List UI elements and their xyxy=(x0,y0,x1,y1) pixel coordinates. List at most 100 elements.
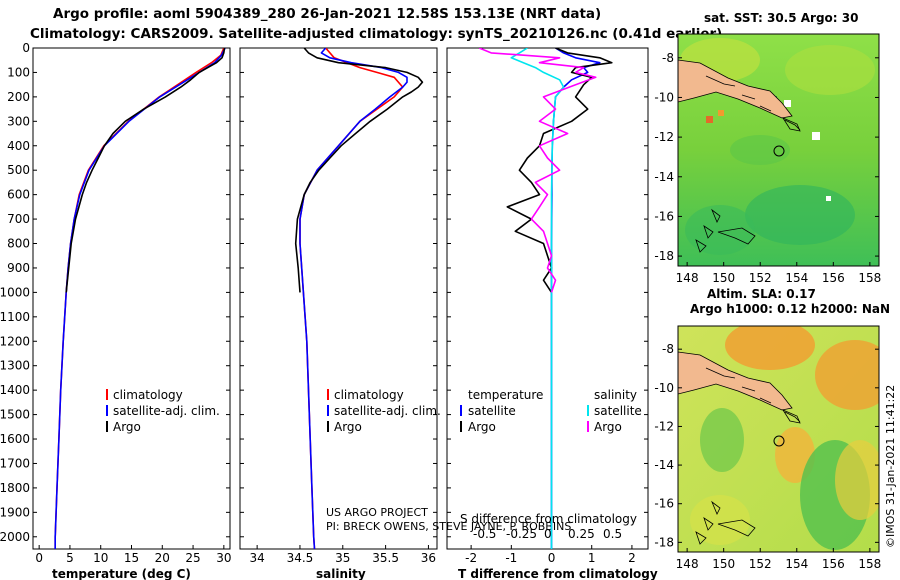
x-tick-label: 2 xyxy=(628,551,636,565)
legend-label-argo: Argo xyxy=(334,420,362,434)
lon-tick-label: 158 xyxy=(858,557,881,571)
lat-tick-label: -14 xyxy=(654,170,674,184)
depth-tick-label: 1700 xyxy=(0,456,30,470)
series-line-satellite-adj-clim- xyxy=(54,48,226,549)
salinity-legend: climatology satellite-adj. clim. Argo xyxy=(327,388,441,434)
sst-pixel xyxy=(706,116,713,123)
lat-tick-label: -12 xyxy=(654,419,674,433)
argo-float-marker xyxy=(773,145,785,157)
lon-tick-label: 150 xyxy=(712,557,735,571)
temperature-depth-axis: 0 100 200 300 400 500 600 700 800 900 1000 1100 1200… xyxy=(0,41,230,544)
lat-tick-label: -10 xyxy=(654,381,674,395)
x-tick-label: 5 xyxy=(66,551,74,565)
depth-tick-label: 300 xyxy=(7,114,30,128)
sst-lat-axis: -8 -10 -12 -14 -16 -18 xyxy=(654,51,879,263)
salinity-x-axis: 34 34.5 35 35.5 36 xyxy=(249,545,436,565)
lon-tick-label: 156 xyxy=(822,271,845,285)
salinity-x-label: salinity xyxy=(316,567,366,580)
depth-tick-label: 1800 xyxy=(0,481,30,495)
land-new-guinea xyxy=(678,59,793,119)
depth-tick-label: 500 xyxy=(7,163,30,177)
temperature-plot-frame xyxy=(32,47,231,550)
island xyxy=(781,117,801,132)
sst-patch xyxy=(745,185,855,245)
x-tick-label: 35 xyxy=(335,551,350,565)
x-tick-label: 30 xyxy=(216,551,231,565)
lat-tick-label: -12 xyxy=(654,130,674,144)
x-tick-label: 10 xyxy=(93,551,108,565)
depth-tick-label: 1900 xyxy=(0,505,30,519)
s-difference-ticks: -0.5 -0.25 0 0.25 0.5 xyxy=(473,527,622,541)
land-new-guinea xyxy=(678,351,793,411)
sla-map-field xyxy=(678,326,879,552)
x-tick-label: 25 xyxy=(185,551,200,565)
lat-tick-label: -16 xyxy=(654,209,674,223)
sst-pixel xyxy=(718,110,724,116)
argo-float-marker xyxy=(773,435,785,447)
island xyxy=(781,409,801,424)
coastline xyxy=(705,75,801,131)
sla-lon-axis: 148 150 152 154 156 158 xyxy=(676,548,881,571)
x-tick-label: 34.5 xyxy=(287,551,314,565)
temperature-profile-panel: 0100200300400500600700800900100011001200… xyxy=(0,41,231,580)
sla-lat-axis: -8 -10 -12 -14 -16 -18 xyxy=(654,342,879,549)
sst-pixel xyxy=(812,132,820,140)
legend-label-satellite: satellite-adj. clim. xyxy=(113,404,220,418)
figure-title-line2: Climatology: CARS2009. Satellite-adjuste… xyxy=(30,26,723,42)
legend-label-temp-argo: Argo xyxy=(468,420,496,434)
depth-tick-label: 100 xyxy=(7,65,30,79)
s-tick-label: -0.5 xyxy=(473,527,496,541)
sst-map-field xyxy=(678,34,879,266)
sla-map-frame xyxy=(677,325,880,553)
sst-patch xyxy=(730,135,790,165)
series-line-argo xyxy=(294,48,424,293)
sst-map-title: sat. SST: 30.5 Argo: 30 xyxy=(704,11,858,25)
depth-tick-label: 1300 xyxy=(0,359,30,373)
series-line-salinity-satellite xyxy=(510,48,565,549)
x-tick-label: 34 xyxy=(249,551,264,565)
sst-patch xyxy=(785,45,875,95)
depth-tick-label: 800 xyxy=(7,237,30,251)
sla-patch xyxy=(725,326,815,370)
temperature-legend: climatology satellite-adj. clim. Argo xyxy=(106,388,220,434)
legend-label-satellite: satellite-adj. clim. xyxy=(334,404,441,418)
difference-depth-axis xyxy=(447,47,648,538)
project-annotation: US ARGO PROJECT xyxy=(326,506,428,519)
depth-tick-label: 600 xyxy=(7,188,30,202)
islands-solomon xyxy=(695,500,756,545)
depth-tick-label: 0 xyxy=(22,41,30,55)
sst-lon-axis: 148 150 152 154 156 158 xyxy=(676,262,881,285)
islands-solomon xyxy=(695,208,756,253)
sla-map-title: Altim. SLA: 0.17 xyxy=(707,287,816,301)
legend-label-climatology: climatology xyxy=(334,388,404,402)
lat-tick-label: -10 xyxy=(654,90,674,104)
depth-tick-label: 700 xyxy=(7,212,30,226)
temperature-series xyxy=(54,48,226,549)
series-line-argo xyxy=(65,48,226,293)
lat-tick-label: -18 xyxy=(654,249,674,263)
sla-map-panel: Altim. SLA: 0.17 Argo h1000: 0.12 h2000:… xyxy=(654,287,890,571)
lon-tick-label: 150 xyxy=(712,271,735,285)
sla-patch xyxy=(815,340,879,410)
series-line-climatology xyxy=(54,48,225,549)
pi-annotation: PI: BRECK OWENS, STEVE JAYNE, P. ROBBINS xyxy=(326,520,571,533)
sla-patch xyxy=(700,408,744,472)
legend-group-temperature: temperature xyxy=(468,388,543,402)
temperature-x-axis: 0 5 10 15 20 25 30 xyxy=(35,545,231,565)
x-tick-label: 36 xyxy=(421,551,436,565)
lon-tick-label: 152 xyxy=(749,557,772,571)
sst-pixel xyxy=(784,100,791,107)
series-line-climatology xyxy=(299,48,404,549)
legend-label-sal-satellite: satellite xyxy=(594,404,642,418)
depth-tick-label: 2000 xyxy=(0,530,30,544)
difference-series xyxy=(478,48,613,549)
lon-tick-label: 152 xyxy=(749,271,772,285)
difference-legend: temperature salinity satellite Argo sate… xyxy=(460,388,642,434)
sst-map-panel: sat. SST: 30.5 Argo: 30 -8 -10 -12 -14 -16 -1… xyxy=(654,11,881,285)
s-difference-label: S difference from climatology xyxy=(460,512,637,526)
x-tick-label: -1 xyxy=(505,551,517,565)
lat-tick-label: -16 xyxy=(654,497,674,511)
lon-tick-label: 156 xyxy=(822,557,845,571)
legend-label-climatology: climatology xyxy=(113,388,183,402)
lon-tick-label: 148 xyxy=(676,271,699,285)
